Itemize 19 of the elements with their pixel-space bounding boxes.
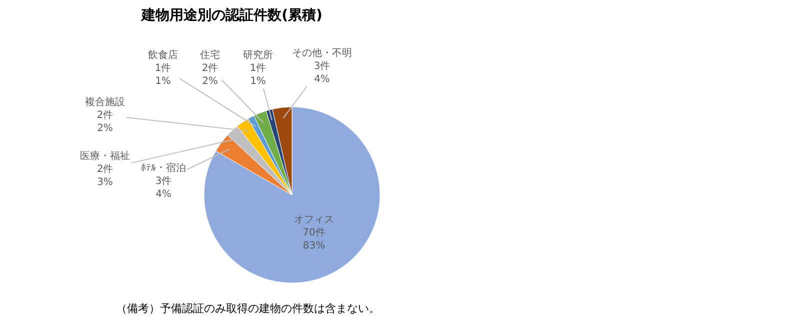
data-label: 70件 83%	[302, 228, 326, 252]
slice-label: 研究所	[243, 49, 273, 61]
pie-slice	[204, 106, 380, 284]
slice-label: 医療・福祉	[80, 150, 130, 162]
slice-label: オフィス	[294, 214, 334, 226]
data-label: 2件 2%	[96, 110, 114, 134]
data-label: 2件 2%	[202, 63, 218, 87]
data-label: 1件 1%	[154, 63, 172, 87]
chart-title: 建物用途別の認証件数(累積)	[140, 6, 322, 24]
slice-label: 飲食店	[148, 49, 178, 61]
text: （備考）予備認証のみ取得の建物の件数は含まない。	[116, 302, 380, 315]
data-label: 1件 1%	[250, 63, 266, 87]
data-label: 2件 3%	[96, 164, 114, 188]
data-label: 3件 4%	[155, 176, 172, 200]
slice-label: 複合施設	[85, 96, 125, 108]
slice-label: ﾎﾃﾙ・宿泊	[141, 162, 186, 174]
slice-label: その他・不明	[292, 47, 352, 59]
data-label: 3件 4%	[314, 61, 330, 85]
slice-label: 住宅	[200, 49, 220, 61]
